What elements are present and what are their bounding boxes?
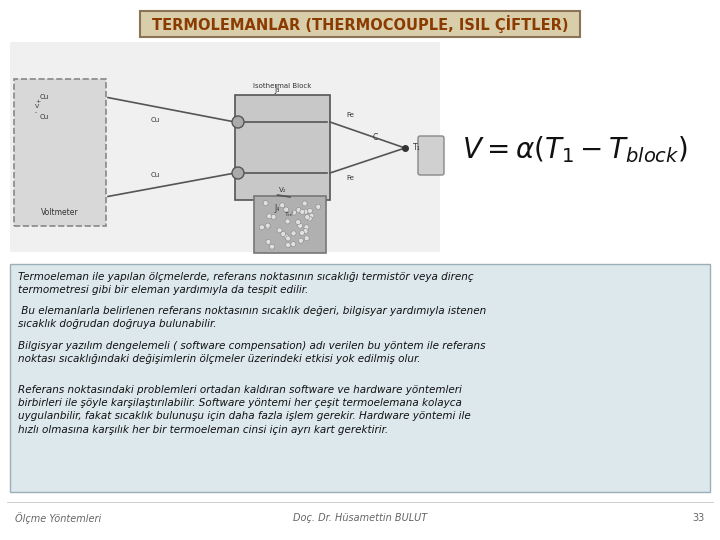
- Text: Cu: Cu: [150, 172, 160, 178]
- Circle shape: [291, 241, 296, 247]
- Text: $V = \alpha\left(T_1 - T_{block}\right)$: $V = \alpha\left(T_1 - T_{block}\right)$: [462, 134, 688, 165]
- Text: Referans noktasındaki problemleri ortadan kaldıran software ve hardware yöntemle: Referans noktasındaki problemleri ortada…: [18, 385, 471, 435]
- Circle shape: [263, 200, 268, 206]
- Text: Cu: Cu: [150, 117, 160, 123]
- FancyBboxPatch shape: [10, 264, 710, 492]
- Text: V₂: V₂: [279, 187, 287, 193]
- Text: Tᵣₑᶠ: Tᵣₑᶠ: [285, 212, 295, 217]
- Circle shape: [265, 223, 270, 228]
- Text: 33: 33: [693, 513, 705, 523]
- Circle shape: [292, 210, 297, 215]
- Circle shape: [305, 236, 309, 241]
- Text: Termoeleman ile yapılan ölçmelerde, referans noktasının sıcaklığı termistör veya: Termoeleman ile yapılan ölçmelerde, refe…: [18, 272, 474, 295]
- Circle shape: [266, 214, 271, 219]
- FancyBboxPatch shape: [14, 79, 106, 226]
- Circle shape: [277, 228, 282, 233]
- Text: Doç. Dr. Hüsamettin BULUT: Doç. Dr. Hüsamettin BULUT: [293, 513, 427, 523]
- Text: TERMOLEMANLAR (THERMOCOUPLE, ISIL ÇİFTLER): TERMOLEMANLAR (THERMOCOUPLE, ISIL ÇİFTLE…: [152, 15, 568, 33]
- Text: J₄: J₄: [275, 204, 280, 213]
- Circle shape: [281, 232, 286, 237]
- Circle shape: [285, 219, 290, 224]
- Circle shape: [284, 207, 289, 212]
- Circle shape: [307, 216, 312, 221]
- Circle shape: [291, 231, 296, 236]
- Circle shape: [299, 238, 303, 243]
- Circle shape: [300, 210, 305, 214]
- Circle shape: [296, 220, 300, 225]
- Circle shape: [309, 213, 314, 218]
- Circle shape: [300, 231, 305, 235]
- Circle shape: [271, 214, 276, 219]
- Text: +
V
-: + V -: [35, 99, 40, 116]
- FancyBboxPatch shape: [235, 95, 330, 200]
- Text: Fe: Fe: [346, 112, 354, 118]
- Text: Fe: Fe: [346, 175, 354, 181]
- Text: Cu: Cu: [40, 94, 49, 100]
- Circle shape: [304, 225, 309, 230]
- Text: Voltmeter: Voltmeter: [41, 208, 78, 217]
- Circle shape: [316, 204, 320, 210]
- Circle shape: [296, 207, 301, 212]
- Circle shape: [284, 234, 289, 239]
- Circle shape: [303, 228, 308, 233]
- FancyBboxPatch shape: [254, 196, 326, 253]
- Circle shape: [303, 209, 308, 214]
- FancyBboxPatch shape: [140, 11, 580, 37]
- Circle shape: [269, 244, 274, 249]
- Text: Cu: Cu: [40, 114, 49, 120]
- Circle shape: [232, 116, 244, 128]
- Circle shape: [302, 201, 307, 206]
- Text: Bu elemanlarla belirlenen referans noktasının sıcaklık değeri, bilgisyar yardımı: Bu elemanlarla belirlenen referans nokta…: [18, 306, 486, 329]
- Circle shape: [286, 236, 291, 241]
- Text: Ölçme Yöntemleri: Ölçme Yöntemleri: [15, 512, 102, 524]
- FancyBboxPatch shape: [10, 42, 440, 252]
- Circle shape: [286, 242, 290, 247]
- Circle shape: [232, 167, 244, 179]
- Text: Isothermal Block: Isothermal Block: [253, 83, 312, 89]
- Circle shape: [297, 224, 302, 228]
- Circle shape: [266, 239, 271, 244]
- Text: C: C: [372, 133, 377, 143]
- Text: J₃: J₃: [275, 85, 280, 94]
- FancyBboxPatch shape: [418, 136, 444, 175]
- Text: Bilgisyar yazılım dengelemeli ( software compensation) adı verilen bu yöntem ile: Bilgisyar yazılım dengelemeli ( software…: [18, 341, 485, 364]
- Circle shape: [305, 214, 310, 220]
- Circle shape: [280, 203, 284, 208]
- Text: T₁: T₁: [413, 144, 420, 152]
- Circle shape: [265, 224, 270, 230]
- Circle shape: [259, 225, 264, 230]
- Circle shape: [307, 208, 312, 213]
